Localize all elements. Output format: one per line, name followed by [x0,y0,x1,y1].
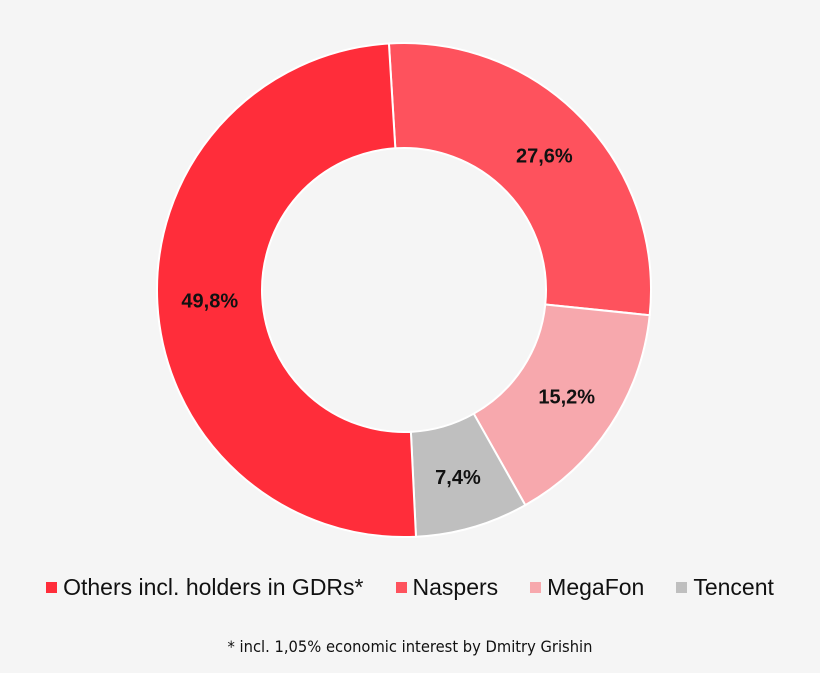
legend-label: Tencent [693,574,774,600]
slice-megafon [472,303,651,507]
legend-swatch [530,582,542,593]
legend-label: Naspers [412,574,499,600]
legend-item-megafon: MegaFon [530,574,644,601]
footnote: * incl. 1,05% economic interest by Dmitr… [227,637,593,656]
legend-item-others: Others incl. holders in GDRs* [46,574,364,601]
data-label: 49,8% [181,291,238,313]
data-label: 27,6% [516,145,573,167]
legend-label: Others incl. holders in GDRs* [63,574,364,600]
data-label: 15,2% [538,387,595,409]
legend-swatch [676,582,688,593]
legend-label: MegaFon [547,574,645,600]
legend: Others incl. holders in GDRs* Naspers Me… [0,574,820,601]
data-label: 7,4% [435,467,481,489]
slice-others [156,42,418,538]
legend-swatch [395,582,407,593]
legend-item-tencent: Tencent [676,574,774,601]
legend-item-naspers: Naspers [395,574,499,601]
legend-swatch [46,582,58,593]
slice-naspers [387,42,652,317]
